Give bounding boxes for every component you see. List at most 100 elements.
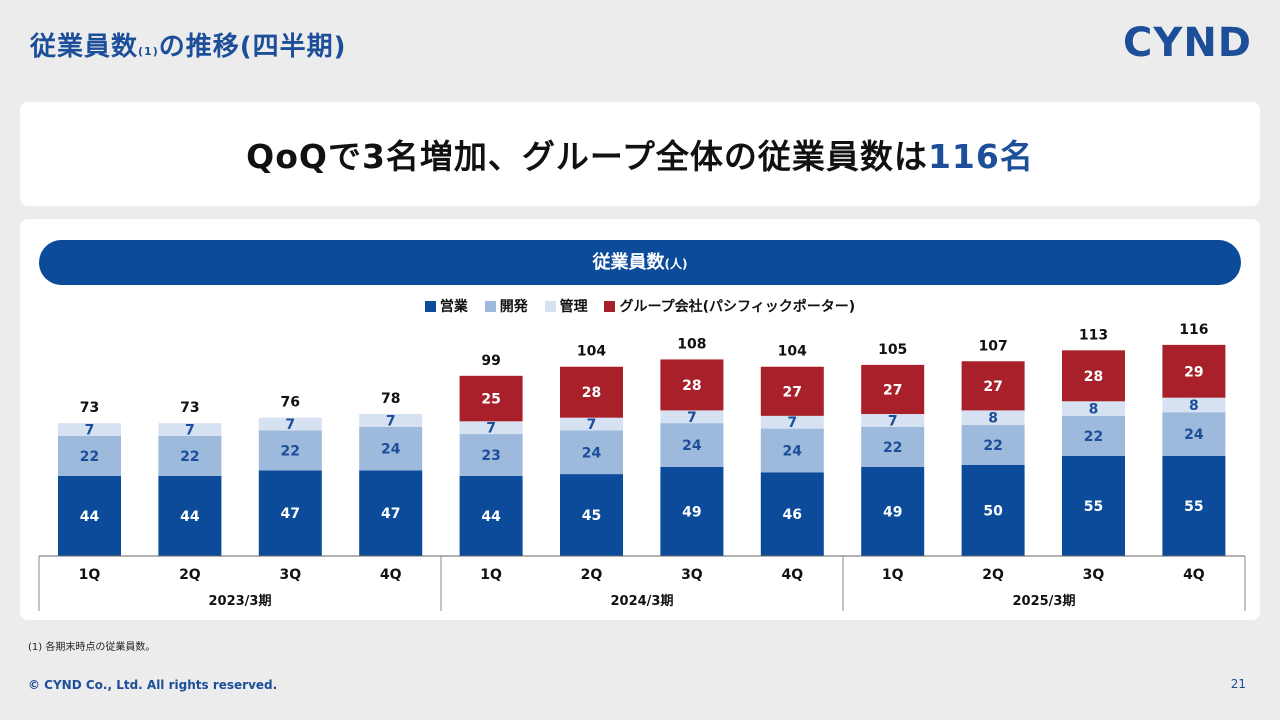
group-label-2: 2025/3期 xyxy=(1013,594,1076,609)
data-label-dev-4: 23 xyxy=(481,448,500,464)
group-label-1: 2024/3期 xyxy=(611,594,674,609)
cynd-logo: CYND xyxy=(1123,20,1252,66)
bar-sales-6 xyxy=(660,466,724,556)
x-tick-label-0: 1Q xyxy=(79,567,101,583)
legend-item-sales: 営業 xyxy=(424,296,468,316)
bar-sales-7 xyxy=(760,472,824,556)
bar-admin-8 xyxy=(861,414,925,427)
bar-dev-11 xyxy=(1162,412,1226,456)
bar-sales-4 xyxy=(459,475,523,556)
group-label-0: 2023/3期 xyxy=(209,594,272,609)
bar-admin-9 xyxy=(961,410,1025,425)
total-label-6: 108 xyxy=(677,336,706,352)
data-label-dev-5: 24 xyxy=(582,445,602,461)
data-label-dev-9: 22 xyxy=(983,438,1002,454)
bar-admin-0 xyxy=(58,423,121,436)
chart-title-unit: (人) xyxy=(664,257,688,271)
data-label-admin-5: 7 xyxy=(587,417,597,433)
data-label-sales-7: 46 xyxy=(783,507,802,523)
data-label-sales-5: 45 xyxy=(582,508,601,524)
total-label-7: 104 xyxy=(778,344,807,360)
x-tick-label-3: 4Q xyxy=(380,567,402,583)
legend-item-group: グループ会社(パシフィックポーター) xyxy=(604,296,855,316)
legend-swatch-dev xyxy=(484,301,496,312)
data-label-sales-4: 44 xyxy=(481,509,501,525)
bar-group-10 xyxy=(1062,350,1125,402)
legend-label-sales: 営業 xyxy=(439,299,468,315)
legend-swatch-sales xyxy=(424,301,436,312)
bar-admin-10 xyxy=(1062,401,1125,416)
total-label-9: 107 xyxy=(978,338,1007,354)
total-label-2: 76 xyxy=(281,395,300,411)
bar-sales-11 xyxy=(1162,455,1226,556)
data-label-sales-11: 55 xyxy=(1184,499,1203,515)
bar-dev-6 xyxy=(660,423,724,467)
data-label-sales-2: 47 xyxy=(281,506,300,522)
bar-dev-8 xyxy=(861,426,925,467)
data-label-sales-0: 44 xyxy=(80,509,100,525)
legend-swatch-admin xyxy=(544,301,556,312)
bar-group-8 xyxy=(861,364,925,415)
bar-dev-10 xyxy=(1062,415,1125,456)
x-tick-label-5: 2Q xyxy=(581,567,603,583)
chart-legend: 営業 開発 管理 グループ会社(パシフィックポーター) xyxy=(0,296,1280,316)
bar-group-4 xyxy=(459,375,523,422)
data-label-sales-6: 49 xyxy=(682,504,701,520)
bar-sales-3 xyxy=(359,470,423,556)
data-label-admin-1: 7 xyxy=(185,423,195,439)
data-label-admin-7: 7 xyxy=(787,415,797,431)
legend-swatch-group xyxy=(604,301,616,312)
data-label-admin-2: 7 xyxy=(285,417,295,433)
bar-admin-1 xyxy=(158,423,222,436)
headline-card: QoQで3名増加、グループ全体の従業員数は116名 xyxy=(20,102,1260,206)
total-label-5: 104 xyxy=(577,344,606,360)
page-title-main: 従業員数 xyxy=(30,32,139,62)
bar-dev-5 xyxy=(560,430,623,475)
data-label-admin-0: 7 xyxy=(85,423,95,439)
bar-sales-2 xyxy=(258,470,322,556)
data-label-admin-10: 8 xyxy=(1089,402,1099,418)
bar-sales-5 xyxy=(560,474,623,556)
bar-group-7 xyxy=(760,366,824,416)
bar-group-9 xyxy=(961,361,1025,411)
data-label-group-8: 27 xyxy=(883,382,902,398)
total-label-10: 113 xyxy=(1079,327,1108,343)
x-tick-label-4: 1Q xyxy=(480,567,502,583)
data-label-group-11: 29 xyxy=(1184,364,1203,380)
page-title: 従業員数(1)の推移(四半期) xyxy=(30,26,347,63)
bar-group-6 xyxy=(660,359,724,411)
data-label-group-7: 27 xyxy=(783,384,802,400)
data-label-dev-3: 24 xyxy=(381,442,401,458)
data-label-dev-11: 24 xyxy=(1184,427,1204,443)
bar-dev-4 xyxy=(459,434,523,476)
page-number: 21 xyxy=(1230,677,1246,691)
data-label-sales-1: 44 xyxy=(180,509,200,525)
data-label-group-5: 28 xyxy=(582,385,601,401)
x-tick-label-10: 3Q xyxy=(1083,567,1105,583)
bar-dev-7 xyxy=(760,428,824,473)
footnote: (1) 各期末時点の従業員数。 xyxy=(28,642,156,653)
bar-admin-4 xyxy=(459,421,523,435)
bar-sales-8 xyxy=(861,466,925,556)
bar-admin-2 xyxy=(258,417,322,431)
x-tick-label-11: 4Q xyxy=(1183,567,1205,583)
data-label-dev-8: 22 xyxy=(883,440,902,456)
bar-dev-0 xyxy=(58,435,121,476)
legend-item-dev: 開発 xyxy=(484,296,528,316)
total-label-1: 73 xyxy=(180,400,199,416)
total-label-8: 105 xyxy=(878,342,907,358)
data-label-dev-7: 24 xyxy=(783,443,803,459)
chart-title: 従業員数 xyxy=(592,252,665,273)
copyright: © CYND Co., Ltd. All rights reserved. xyxy=(28,678,278,692)
data-label-dev-1: 22 xyxy=(180,449,199,465)
data-label-admin-6: 7 xyxy=(687,410,697,426)
headline-accent: 116名 xyxy=(927,137,1034,176)
bar-sales-9 xyxy=(961,465,1025,556)
data-label-admin-8: 7 xyxy=(888,413,898,429)
legend-label-admin: 管理 xyxy=(559,299,588,315)
page-title-note: (1) xyxy=(138,45,159,58)
data-label-group-6: 28 xyxy=(682,378,701,394)
bar-dev-1 xyxy=(158,435,222,476)
data-label-group-9: 27 xyxy=(983,379,1002,395)
